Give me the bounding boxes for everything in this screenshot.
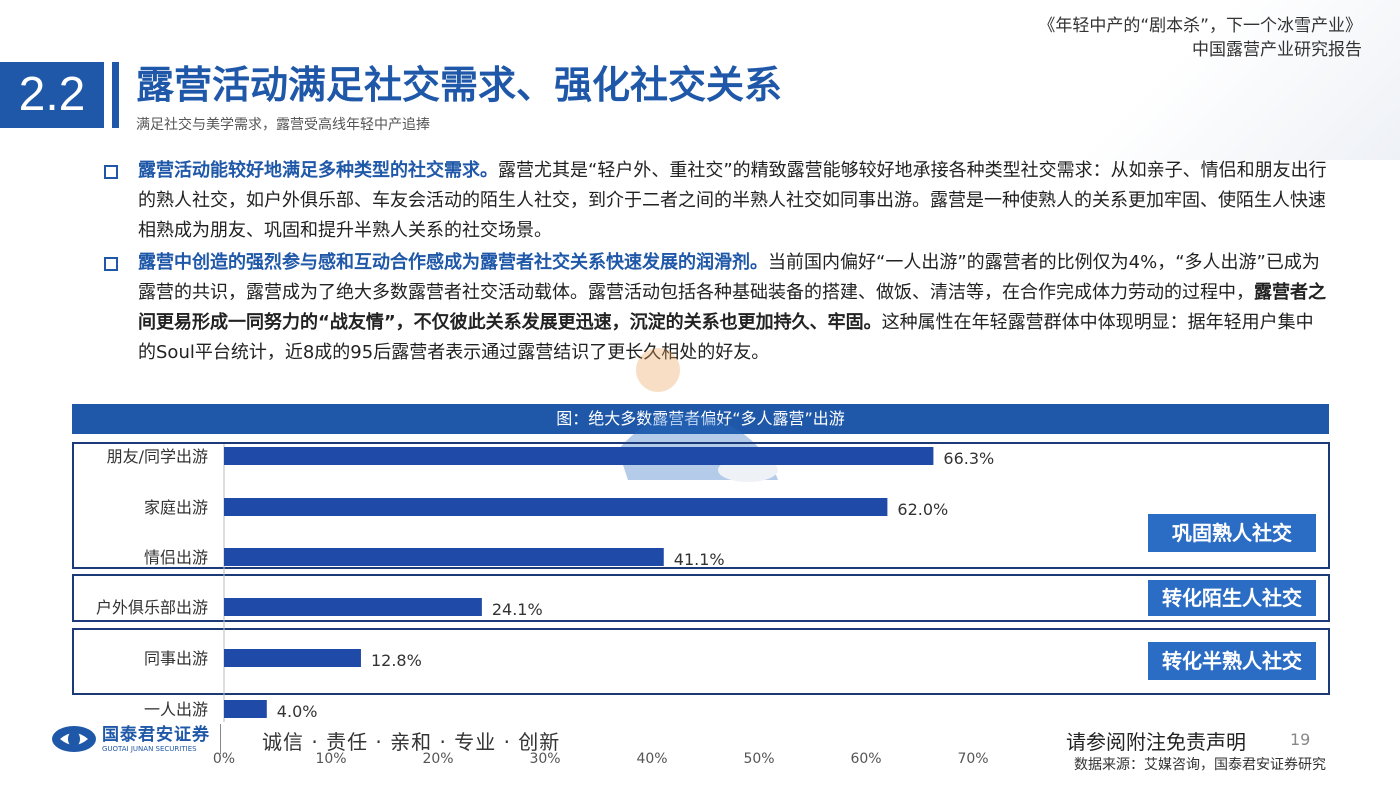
- logo-text-cn: 国泰君安证券: [102, 724, 210, 745]
- page-title: 露营活动满足社交需求、强化社交关系: [136, 63, 783, 107]
- report-title: 《年轻中产的“剧本杀”，下一个冰雪产业》 中国露营产业研究报告: [1038, 14, 1362, 62]
- report-title-line2: 中国露营产业研究报告: [1192, 40, 1362, 60]
- x-tick-label: 50%: [743, 751, 774, 767]
- bullet-text: 当前国内偏好“一人出游”的露营者的比例仅为4%，“多人出游”已成为露营的共识，露…: [138, 252, 1320, 303]
- logo-emblem-icon: [52, 726, 96, 752]
- bullet-text: 这种属性在年轻露营群体中体现明显：据年轻用户集中的Soul平台统计，近8成的95…: [138, 312, 1314, 363]
- logo-text-en: GUOTAI JUNAN SECURITIES: [102, 744, 197, 753]
- group-frame-acquaintance: [72, 442, 1330, 569]
- x-tick-label: 70%: [957, 751, 988, 767]
- bullet-text: 露营尤其是“轻户外、重社交”的精致露营能够较好地承接各种类型社交需求：从如亲子、…: [138, 160, 1327, 241]
- chart-title-bar: 图：绝大多数露营者偏好“多人露营”出游: [72, 404, 1329, 434]
- section-number: 2.2: [0, 62, 104, 128]
- company-logo: 国泰君安证券 GUOTAI JUNAN SECURITIES: [50, 724, 221, 754]
- category-label: 一人出游: [144, 700, 208, 719]
- logo-divider: [220, 724, 221, 754]
- data-source: 数据来源：艾媒咨询，国泰君安证券研究: [1074, 757, 1326, 773]
- bullet-lead: 露营活动能较好地满足多种类型的社交需求。: [138, 160, 498, 181]
- bullet-square-icon: [104, 257, 118, 271]
- header-background: [840, 0, 1400, 160]
- page-number: 19: [1290, 730, 1311, 749]
- group-frame-stranger: [72, 574, 1330, 622]
- report-title-line1: 《年轻中产的“剧本杀”，下一个冰雪产业》: [1038, 16, 1362, 36]
- group-label-semi-acquaintance: 转化半熟人社交: [1148, 642, 1316, 680]
- bullet-square-icon: [104, 165, 118, 179]
- x-tick-label: 40%: [636, 751, 667, 767]
- section-divider: [112, 62, 119, 128]
- bullet-list: 露营活动能较好地满足多种类型的社交需求。露营尤其是“轻户外、重社交”的精致露营能…: [100, 156, 1330, 370]
- group-frame-semi-acquaintance: [72, 628, 1330, 695]
- x-tick-label: 60%: [850, 751, 881, 767]
- group-label-acquaintance: 巩固熟人社交: [1148, 514, 1316, 552]
- page-subtitle: 满足社交与美学需求，露营受高线年轻中产追捧: [136, 117, 430, 133]
- footer-disclaimer: 请参阅附注免责声明: [1066, 730, 1246, 754]
- bar: [224, 700, 267, 718]
- bullet-bold-text: 露营者之间更易形成一同努力的“战友情”，不仅彼此关系发展更迅速，沉淀的关系也更加…: [138, 282, 1326, 333]
- footer-slogan: 诚信 · 责任 · 亲和 · 专业 · 创新: [262, 730, 561, 754]
- bullet-lead: 露营中创造的强烈参与感和互动合作感成为露营者社交关系快速发展的润滑剂。: [138, 252, 768, 273]
- data-label: 4.0%: [277, 702, 318, 721]
- bullet-item: 露营活动能较好地满足多种类型的社交需求。露营尤其是“轻户外、重社交”的精致露营能…: [100, 156, 1330, 246]
- group-label-stranger: 转化陌生人社交: [1148, 580, 1316, 616]
- bullet-item: 露营中创造的强烈参与感和互动合作感成为露营者社交关系快速发展的润滑剂。当前国内偏…: [100, 248, 1330, 368]
